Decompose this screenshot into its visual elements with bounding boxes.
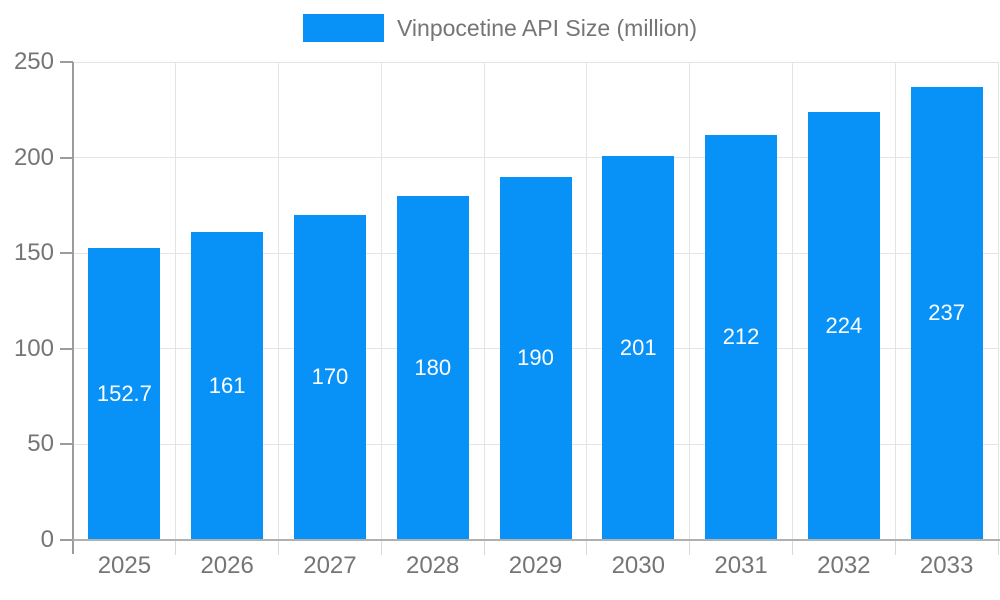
x-axis-tick bbox=[175, 541, 177, 555]
gridline-horizontal bbox=[73, 157, 998, 159]
bar-value-label: 201 bbox=[619, 334, 657, 360]
gridline-vertical bbox=[689, 62, 691, 540]
gridline-vertical bbox=[380, 62, 382, 540]
y-axis-tick bbox=[60, 156, 73, 159]
y-axis-tick bbox=[60, 252, 73, 255]
bar: 224 bbox=[807, 111, 880, 540]
x-axis-tick bbox=[278, 541, 280, 555]
x-tick-label: 2031 bbox=[714, 552, 768, 579]
gridline-vertical bbox=[278, 62, 280, 540]
y-axis-tick bbox=[60, 61, 73, 63]
x-axis-tick bbox=[586, 541, 588, 555]
legend-swatch bbox=[303, 14, 384, 42]
x-axis-tick bbox=[380, 541, 382, 555]
y-tick-label: 150 bbox=[13, 239, 54, 267]
bar: 180 bbox=[396, 195, 469, 540]
y-axis-tick bbox=[60, 443, 73, 446]
x-axis-line bbox=[72, 539, 1000, 541]
gridline-vertical bbox=[175, 62, 177, 540]
x-tick-label: 2025 bbox=[97, 552, 152, 579]
gridline-vertical bbox=[586, 62, 588, 540]
x-axis-tick bbox=[483, 541, 485, 555]
x-axis-tick bbox=[791, 541, 793, 555]
x-axis-tick bbox=[894, 541, 896, 555]
gridline-horizontal bbox=[73, 61, 998, 63]
x-tick-label: 2029 bbox=[508, 552, 563, 579]
bar-value-label: 237 bbox=[928, 300, 965, 326]
bar: 201 bbox=[602, 155, 675, 540]
gridline-vertical bbox=[894, 62, 896, 540]
y-tick-label: 200 bbox=[13, 143, 54, 171]
bar-value-label: 190 bbox=[517, 345, 554, 371]
bar-value-label: 180 bbox=[414, 354, 452, 380]
bar-value-label: 170 bbox=[311, 364, 349, 390]
bar-value-label: 212 bbox=[722, 324, 760, 350]
legend-label: Vinpocetine API Size (million) bbox=[397, 14, 697, 41]
y-axis-tick bbox=[60, 347, 73, 350]
bar: 237 bbox=[910, 86, 983, 540]
x-tick-label: 2027 bbox=[303, 552, 357, 579]
bar-value-label: 161 bbox=[208, 373, 246, 399]
y-tick-label: 50 bbox=[27, 430, 54, 458]
y-axis-line bbox=[72, 62, 74, 554]
legend: Vinpocetine API Size (million) bbox=[0, 14, 1000, 42]
x-axis-labels: 2025 2026 2027 2028 2029 2030 2031 2032 2033 bbox=[73, 552, 998, 586]
bar: 161 bbox=[191, 232, 264, 540]
y-axis-tick bbox=[60, 539, 73, 541]
bar: 170 bbox=[293, 214, 366, 540]
y-tick-label: 250 bbox=[13, 48, 54, 75]
bar-value-label: 224 bbox=[825, 312, 863, 338]
x-tick-label: 2026 bbox=[200, 552, 254, 579]
bar-value-label: 152.7 bbox=[96, 381, 152, 407]
x-tick-label: 2030 bbox=[611, 552, 665, 579]
x-axis-tick bbox=[997, 541, 999, 555]
y-tick-label: 100 bbox=[13, 334, 54, 362]
plot-area: 152.7 161 170 180 190 201 212 224 237 bbox=[73, 61, 999, 540]
gridline-vertical bbox=[791, 62, 793, 540]
gridline-vertical bbox=[483, 62, 485, 540]
bar: 212 bbox=[705, 134, 778, 540]
bar: 190 bbox=[499, 176, 572, 540]
x-axis-tick bbox=[689, 541, 691, 555]
x-tick-label: 2032 bbox=[817, 552, 871, 579]
x-tick-label: 2028 bbox=[406, 552, 460, 579]
y-axis-labels: 0 50 100 150 200 250 bbox=[0, 48, 54, 553]
y-tick-label: 0 bbox=[40, 526, 54, 553]
bar: 152.7 bbox=[88, 248, 161, 540]
gridline-vertical bbox=[997, 62, 999, 540]
x-tick-label: 2033 bbox=[919, 552, 974, 579]
